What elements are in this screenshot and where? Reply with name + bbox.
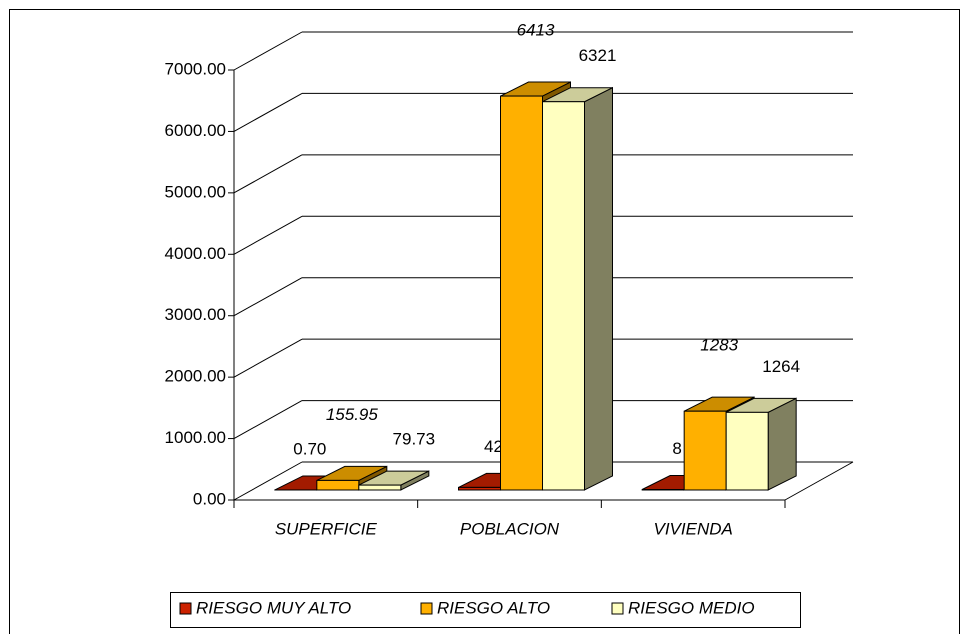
data-label: 155.95 [326, 405, 379, 424]
bar [458, 486, 501, 491]
y-tick-label: 5000.00 [165, 182, 226, 201]
legend-label: RIESGO ALTO [437, 598, 550, 617]
data-label: 1283 [700, 336, 738, 355]
legend-label: RIESGO MEDIO [628, 598, 755, 617]
data-label: 6321 [579, 46, 617, 65]
x-tick-label: POBLACION [460, 519, 560, 538]
bar [358, 484, 402, 491]
bar-side [767, 397, 797, 491]
legend-swatch [179, 602, 192, 615]
grid-slant [233, 92, 303, 132]
grid-slant [233, 277, 303, 317]
x-tick-label: VIVIENDA [653, 519, 732, 538]
bar [725, 411, 769, 491]
grid-slant [233, 338, 303, 378]
y-tick-label: 6000.00 [165, 121, 226, 140]
grid-slant [233, 400, 303, 440]
x-tick-label: SUPERFICIE [275, 519, 378, 538]
y-tick-label: 1000.00 [165, 428, 226, 447]
grid-slant [233, 31, 303, 71]
floor-right [784, 461, 854, 501]
bar [500, 95, 543, 491]
bar [542, 101, 585, 491]
data-label: 1264 [762, 357, 800, 376]
legend-label: RIESGO MUY ALTO [196, 598, 351, 617]
y-tick-label: 2000.00 [165, 367, 226, 386]
legend-swatch [420, 602, 433, 615]
grid-slant [233, 215, 303, 255]
y-tick-label: 0.00 [193, 489, 226, 508]
y-tick-label: 4000.00 [165, 244, 226, 263]
bar-side [584, 86, 613, 491]
grid-slant [233, 461, 303, 501]
chart-frame [9, 9, 960, 634]
bar [683, 410, 727, 491]
data-label: 8 [672, 439, 681, 458]
legend-box [170, 592, 801, 628]
data-label: 6413 [517, 21, 555, 40]
data-label: 79.73 [393, 430, 436, 449]
data-label: 42 [484, 437, 503, 456]
y-tick-label: 3000.00 [165, 305, 226, 324]
bar [316, 479, 360, 491]
grid-slant [233, 154, 303, 194]
y-tick-label: 7000.00 [165, 59, 226, 78]
data-label: 0.70 [293, 439, 326, 458]
legend-swatch [611, 602, 624, 615]
